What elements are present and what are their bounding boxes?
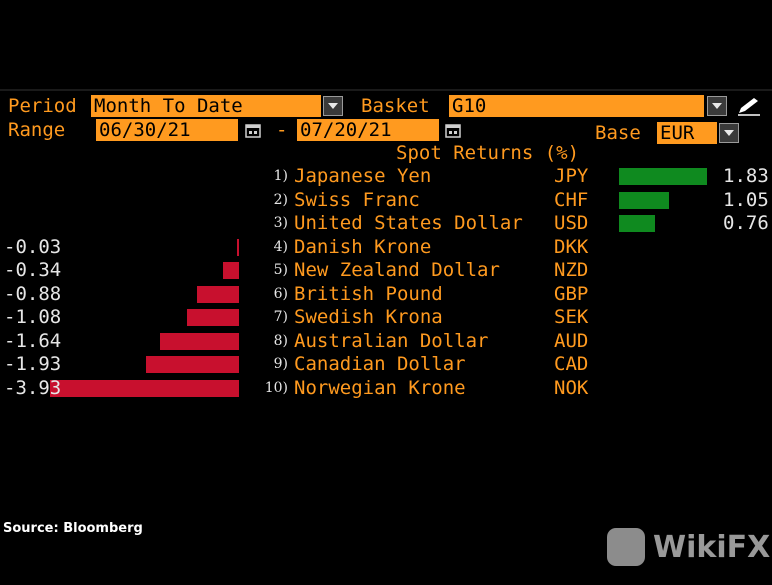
range-label: Range (8, 119, 66, 141)
divider (0, 89, 772, 91)
currency-code: GBP (554, 282, 589, 305)
currency-code: CAD (554, 353, 589, 375)
base-label: Base (595, 122, 641, 144)
rank-label: 7) (273, 309, 288, 325)
rank-label: 8) (273, 332, 288, 349)
value-label: 0.76 (723, 212, 769, 234)
range-end-input[interactable]: 07/20/21 (297, 119, 439, 141)
currency-name[interactable]: Swedish Krona (294, 306, 443, 328)
currency-name[interactable]: Swiss Franc (294, 188, 420, 211)
rank-label: 4) (273, 238, 288, 255)
watermark: WikiFX (607, 528, 770, 566)
currency-name[interactable]: Australian Dollar (294, 329, 489, 352)
bar-negative (222, 262, 239, 279)
basket-select[interactable]: G10 (449, 95, 704, 117)
basket-label: Basket (361, 95, 430, 117)
range-separator: - (276, 119, 288, 141)
bar-negative (146, 356, 239, 373)
currency-name[interactable]: Japanese Yen (294, 165, 432, 187)
watermark-logo-icon (607, 528, 645, 566)
period-dropdown-button[interactable] (323, 96, 343, 116)
value-label: -3.93 (4, 376, 62, 399)
value-label: -1.64 (4, 329, 62, 352)
currency-code: AUD (554, 329, 589, 352)
bar-positive (619, 168, 707, 185)
bar-negative (160, 332, 239, 350)
bar-negative (196, 285, 239, 303)
bar-negative (237, 238, 239, 256)
value-label: -1.08 (4, 306, 62, 328)
value-label: -0.03 (4, 235, 62, 258)
chevron-down-icon (712, 103, 722, 109)
value-label: 1.83 (723, 165, 769, 187)
rank-label: 2) (273, 191, 288, 208)
rank-label: 6) (273, 285, 288, 302)
chevron-down-icon (724, 130, 734, 136)
currency-code: USD (554, 212, 589, 234)
currency-code: DKK (554, 235, 589, 258)
currency-code: NZD (554, 259, 589, 281)
calendar-icon (445, 123, 461, 138)
bar-positive (619, 215, 656, 232)
bar-negative (187, 309, 239, 326)
range-end-calendar-button[interactable] (443, 120, 463, 140)
currency-code: NOK (554, 376, 589, 399)
currency-name[interactable]: New Zealand Dollar (294, 259, 500, 281)
rank-label: 3) (273, 215, 288, 231)
calendar-icon (245, 123, 261, 138)
currency-code: CHF (554, 188, 589, 211)
value-label: -0.34 (4, 259, 62, 281)
base-dropdown-button[interactable] (719, 123, 739, 143)
range-start-calendar-button[interactable] (243, 120, 263, 140)
currency-name[interactable]: British Pound (294, 282, 443, 305)
bar-positive (619, 191, 670, 209)
currency-name[interactable]: Canadian Dollar (294, 353, 466, 375)
basket-dropdown-button[interactable] (707, 96, 727, 116)
currency-name[interactable]: Norwegian Krone (294, 376, 466, 399)
currency-name[interactable]: United States Dollar (294, 212, 523, 234)
rank-label: 1) (273, 168, 288, 184)
base-select[interactable]: EUR (657, 122, 717, 144)
rank-label: 9) (273, 356, 288, 372)
pencil-icon[interactable] (736, 96, 762, 116)
top-blank-area (0, 0, 772, 90)
rank-label: 5) (273, 262, 288, 278)
value-label: -0.88 (4, 282, 62, 305)
range-start-input[interactable]: 06/30/21 (96, 119, 238, 141)
rank-label: 10) (264, 379, 288, 396)
currency-code: JPY (554, 165, 589, 187)
currency-name[interactable]: Danish Krone (294, 235, 432, 258)
chevron-down-icon (328, 103, 338, 109)
currency-code: SEK (554, 306, 589, 328)
bar-negative (50, 379, 239, 397)
period-label: Period (8, 95, 77, 117)
watermark-text: WikiFX (653, 529, 771, 565)
value-label: 1.05 (723, 188, 769, 211)
period-select[interactable]: Month To Date (91, 95, 321, 117)
source-note: Source: Bloomberg (3, 521, 143, 536)
chart-title: Spot Returns (%) (396, 142, 580, 164)
value-label: -1.93 (4, 353, 62, 375)
